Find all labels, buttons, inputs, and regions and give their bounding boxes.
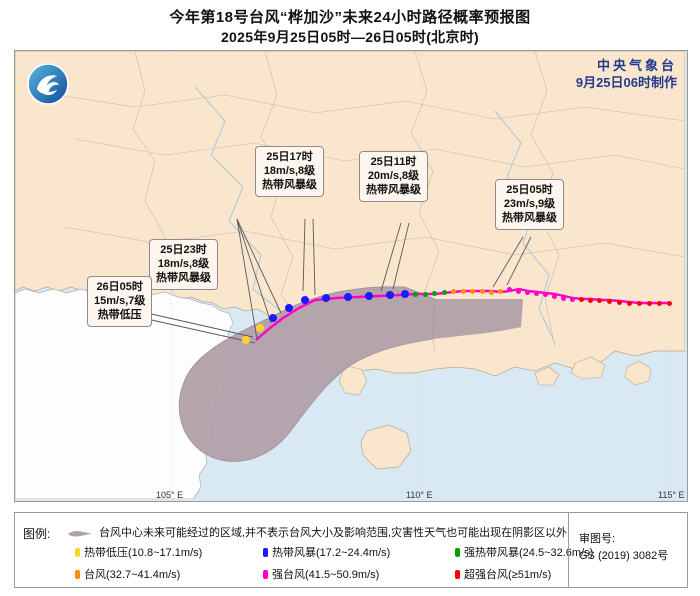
- track-point: [344, 293, 352, 301]
- track-point: [450, 288, 456, 294]
- track-point: [626, 300, 632, 306]
- callout-25d23h[interactable]: 25日23时 18m/s,8级 热带风暴级: [149, 239, 218, 290]
- legend-item-sty: 强台风(41.5~50.9m/s): [263, 566, 379, 582]
- callout-wind: 20m/s,8级: [367, 170, 420, 182]
- probability-cone: [178, 286, 436, 462]
- callout-wind: 18m/s,8级: [157, 258, 210, 270]
- track-point: [412, 291, 418, 297]
- agency-issued-time: 9月25日06时制作: [575, 75, 677, 90]
- legend-item-td: 热带低压(10.8~17.1m/s): [75, 544, 202, 560]
- track-point: [441, 289, 447, 295]
- callout-wind: 23m/s,9级: [503, 198, 556, 210]
- track-point: [551, 293, 557, 299]
- track-point: [533, 290, 539, 296]
- track-point: [285, 304, 293, 312]
- track-point: [506, 286, 512, 292]
- callout-26d05h[interactable]: 26日05时 15m/s,7级 热带低压: [87, 276, 153, 327]
- callout-time: 25日23时: [160, 244, 207, 256]
- track-point: [636, 300, 642, 306]
- lon-tick-105e: 105° E: [156, 490, 184, 500]
- track-point: [515, 288, 521, 294]
- legend-item-superty: 超强台风(≥51m/s): [455, 566, 551, 582]
- track-point: [646, 300, 652, 306]
- track-point: [422, 291, 428, 297]
- legend-left-section: 图例: 台风中心未来可能经过的区域,并不表示台风大小及影响范围,灾害性天气也可能…: [15, 513, 593, 587]
- callout-25d11h[interactable]: 25日11时 20m/s,8级 热带风暴级: [359, 151, 428, 202]
- cone-swatch-icon: [68, 530, 92, 537]
- approval-section: 审图号: GS (2019) 3082号: [568, 513, 687, 587]
- callout-time: 25日17时: [266, 151, 313, 163]
- approval-label: 审图号:: [579, 533, 616, 545]
- track-point: [460, 288, 466, 294]
- track-point: [488, 289, 494, 295]
- track-point: [560, 295, 566, 301]
- legend-dot-icon: [263, 570, 268, 579]
- lon-tick-115e: 115° E: [658, 490, 685, 500]
- callout-time: 26日05时: [96, 281, 143, 293]
- legend-item-sts: 强热带风暴(24.5~32.6m/s): [455, 544, 593, 560]
- track-point: [569, 296, 575, 302]
- track-point: [479, 288, 485, 294]
- legend-item-ty: 台风(32.7~41.4m/s): [75, 566, 180, 582]
- legend-item-label: 热带风暴(17.2~24.4m/s): [272, 547, 391, 559]
- track-point: [542, 291, 548, 297]
- legend-dot-icon: [75, 548, 80, 557]
- map-geography: [15, 51, 685, 499]
- track-point: [587, 297, 593, 303]
- legend-dot-icon: [75, 570, 80, 579]
- legend-item-label: 超强台风(≥51m/s): [464, 569, 552, 581]
- track-point: [365, 292, 373, 300]
- callout-time: 25日11时: [370, 156, 417, 168]
- track-point: [301, 296, 309, 304]
- map-canvas[interactable]: 中央气象台 9月25日06时制作 25日23时 18m/s,8级 热带风暴级 2…: [14, 50, 688, 502]
- title-line-1: 今年第18号台风“桦加沙”未来24小时路径概率预报图: [169, 9, 531, 26]
- legend-dot-icon: [263, 548, 268, 557]
- callout-category: 热带风暴级: [502, 212, 557, 224]
- track-point: [386, 291, 394, 299]
- track-point: [469, 288, 475, 294]
- track-point: [497, 288, 503, 294]
- track-point: [666, 300, 672, 306]
- callout-25d17h[interactable]: 25日17时 18m/s,8级 热带风暴级: [255, 146, 324, 197]
- legend-dot-icon: [455, 548, 460, 557]
- legend-item-label: 强热带风暴(24.5~32.6m/s): [464, 547, 594, 559]
- page-title: 今年第18号台风“桦加沙”未来24小时路径概率预报图 2025年9月25日05时…: [0, 8, 700, 47]
- track-point: [656, 300, 662, 306]
- track-point: [401, 290, 409, 298]
- callout-category: 热带风暴级: [262, 179, 317, 191]
- track-point: [578, 296, 584, 302]
- callout-category: 热带风暴级: [156, 272, 211, 284]
- track-point: [524, 289, 530, 295]
- title-line-2: 2025年9月25日05时—26日05时(北京时): [220, 29, 480, 45]
- track-point: [606, 298, 612, 304]
- agency-stamp: 中央气象台 9月25日06时制作: [576, 57, 677, 91]
- legend-item-label: 台风(32.7~41.4m/s): [84, 569, 181, 581]
- legend-dot-icon: [455, 570, 460, 579]
- track-point: [256, 324, 264, 332]
- callout-25d05h[interactable]: 25日05时 23m/s,9级 热带风暴级: [495, 179, 564, 230]
- legend-title: 图例:: [23, 527, 51, 541]
- callout-category: 热带低压: [97, 309, 142, 321]
- callout-wind: 15m/s,7级: [94, 295, 146, 307]
- track-point: [616, 299, 622, 305]
- track-point: [322, 294, 330, 302]
- callout-time: 25日05时: [506, 184, 553, 196]
- track-point: [431, 290, 437, 296]
- track-point: [596, 297, 602, 303]
- lon-tick-110e: 110° E: [406, 490, 433, 500]
- approval-block: 审图号: GS (2019) 3082号: [579, 531, 668, 565]
- callout-category: 热带风暴级: [366, 184, 421, 196]
- callout-wind: 18m/s,8级: [263, 165, 316, 177]
- agency-name: 中央气象台: [596, 58, 677, 73]
- track-point: [269, 314, 277, 322]
- approval-number: GS (2019) 3082号: [579, 550, 669, 562]
- legend-panel: 图例: 台风中心未来可能经过的区域,并不表示台风大小及影响范围,灾害性天气也可能…: [14, 512, 688, 588]
- track-point: [242, 336, 250, 344]
- legend-cone-note: 台风中心未来可能经过的区域,并不表示台风大小及影响范围,灾害性天气也可能出现在阴…: [99, 527, 568, 539]
- cma-logo-icon: [23, 59, 73, 109]
- legend-item-label: 热带低压(10.8~17.1m/s): [84, 547, 203, 559]
- legend-item-label: 强台风(41.5~50.9m/s): [272, 569, 380, 581]
- legend-item-ts: 热带风暴(17.2~24.4m/s): [263, 544, 390, 560]
